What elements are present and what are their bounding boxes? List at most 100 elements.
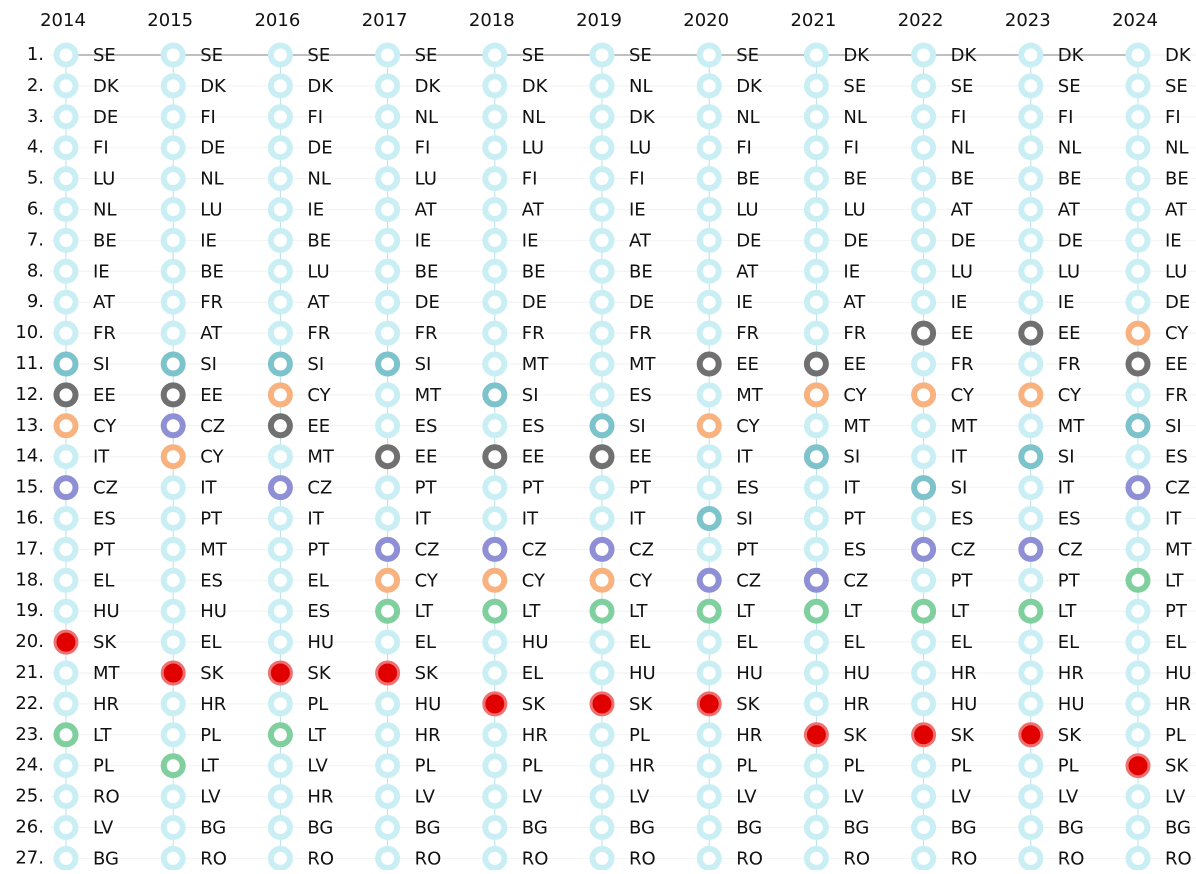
country-label: LV bbox=[415, 787, 436, 808]
country-label: FR bbox=[307, 323, 330, 344]
country-label: DE bbox=[1165, 292, 1190, 313]
country-label: DE bbox=[629, 292, 654, 313]
country-label: LT bbox=[307, 725, 327, 746]
rank-marker bbox=[589, 135, 615, 161]
country-label: SE bbox=[736, 45, 759, 66]
country-label: DK bbox=[200, 76, 227, 97]
rank-marker bbox=[1018, 660, 1044, 686]
country-label: EE bbox=[629, 447, 652, 468]
country-label: CZ bbox=[1058, 539, 1083, 560]
rank-marker bbox=[482, 475, 508, 501]
rank-label: 20. bbox=[15, 631, 44, 652]
rank-marker bbox=[482, 42, 508, 68]
rank-marker bbox=[267, 722, 293, 748]
rank-marker bbox=[589, 845, 615, 871]
rank-marker bbox=[803, 506, 829, 531]
country-label: SI bbox=[307, 354, 324, 375]
rank-marker bbox=[803, 845, 829, 871]
country-label: MT bbox=[93, 663, 121, 684]
rank-marker bbox=[589, 444, 615, 470]
country-label: RO bbox=[415, 848, 442, 869]
rank-marker bbox=[696, 382, 722, 408]
rank-marker bbox=[267, 815, 293, 840]
country-label: HR bbox=[629, 756, 655, 777]
rank-marker bbox=[482, 227, 508, 253]
country-label: IE bbox=[200, 230, 217, 251]
country-label: PT bbox=[93, 539, 116, 560]
country-label: EE bbox=[951, 323, 974, 344]
rank-marker bbox=[1018, 289, 1044, 315]
rank-label: 15. bbox=[15, 477, 44, 498]
rank-marker bbox=[911, 320, 937, 346]
rank-marker bbox=[911, 258, 937, 284]
rank-marker bbox=[696, 845, 722, 871]
country-label: MT bbox=[736, 385, 764, 406]
country-label: LT bbox=[629, 601, 649, 622]
country-label: HR bbox=[200, 694, 226, 715]
country-label: SK bbox=[415, 663, 439, 684]
rank-marker bbox=[375, 567, 401, 593]
country-label: DK bbox=[1058, 45, 1085, 66]
country-label: PT bbox=[415, 478, 438, 499]
country-label: DK bbox=[951, 45, 978, 66]
rank-marker bbox=[267, 598, 293, 624]
rank-marker bbox=[803, 42, 829, 68]
rank-marker bbox=[803, 536, 829, 562]
country-label: HU bbox=[629, 663, 656, 684]
rank-marker bbox=[267, 227, 293, 253]
country-label: BG bbox=[1165, 818, 1191, 839]
rank-marker bbox=[375, 258, 401, 284]
rank-marker bbox=[160, 166, 186, 192]
rank-marker bbox=[1125, 753, 1151, 779]
country-label: FR bbox=[1058, 354, 1081, 375]
country-label: LV bbox=[843, 787, 864, 808]
rank-marker bbox=[375, 660, 401, 686]
country-label: IE bbox=[415, 230, 432, 251]
rank-marker bbox=[589, 506, 615, 531]
country-label: RO bbox=[200, 848, 227, 869]
rank-marker bbox=[911, 135, 937, 161]
rank-marker bbox=[53, 135, 79, 161]
country-label: SE bbox=[843, 76, 866, 97]
country-label: FI bbox=[629, 169, 645, 190]
rank-marker bbox=[1125, 104, 1151, 130]
rank-marker bbox=[696, 444, 722, 470]
country-label: LT bbox=[736, 601, 756, 622]
country-label: HU bbox=[93, 601, 120, 622]
rank-marker bbox=[53, 567, 79, 593]
country-label: EL bbox=[200, 632, 221, 653]
rank-marker bbox=[482, 691, 508, 717]
country-label: DE bbox=[736, 230, 761, 251]
rank-label: 26. bbox=[15, 817, 44, 838]
country-label: MT bbox=[200, 539, 228, 560]
rank-marker bbox=[53, 258, 79, 284]
country-label: IE bbox=[307, 200, 324, 221]
rank-marker bbox=[589, 166, 615, 192]
country-label: SI bbox=[200, 354, 217, 375]
country-label: SI bbox=[1058, 447, 1075, 468]
country-label: ES bbox=[93, 509, 116, 530]
rank-label: 16. bbox=[15, 508, 44, 529]
rank-marker bbox=[803, 598, 829, 624]
country-label: CY bbox=[307, 385, 331, 406]
rank-marker bbox=[53, 444, 79, 470]
year-label: 2014 bbox=[40, 10, 86, 31]
country-label: LT bbox=[93, 725, 113, 746]
rank-marker bbox=[1125, 258, 1151, 284]
rank-marker bbox=[696, 536, 722, 562]
country-label: LU bbox=[415, 169, 437, 190]
country-label: FR bbox=[522, 323, 545, 344]
rank-marker bbox=[803, 258, 829, 284]
rank-marker bbox=[589, 598, 615, 624]
country-label: CZ bbox=[843, 570, 868, 591]
country-label: LV bbox=[307, 756, 328, 777]
rank-marker bbox=[160, 784, 186, 810]
country-label: AT bbox=[1058, 200, 1081, 221]
country-label: PL bbox=[200, 725, 221, 746]
rank-marker bbox=[160, 691, 186, 717]
rank-marker bbox=[482, 320, 508, 346]
rank-marker bbox=[53, 753, 79, 779]
country-label: EL bbox=[522, 663, 543, 684]
rank-marker bbox=[482, 166, 508, 192]
rank-marker bbox=[53, 475, 79, 501]
